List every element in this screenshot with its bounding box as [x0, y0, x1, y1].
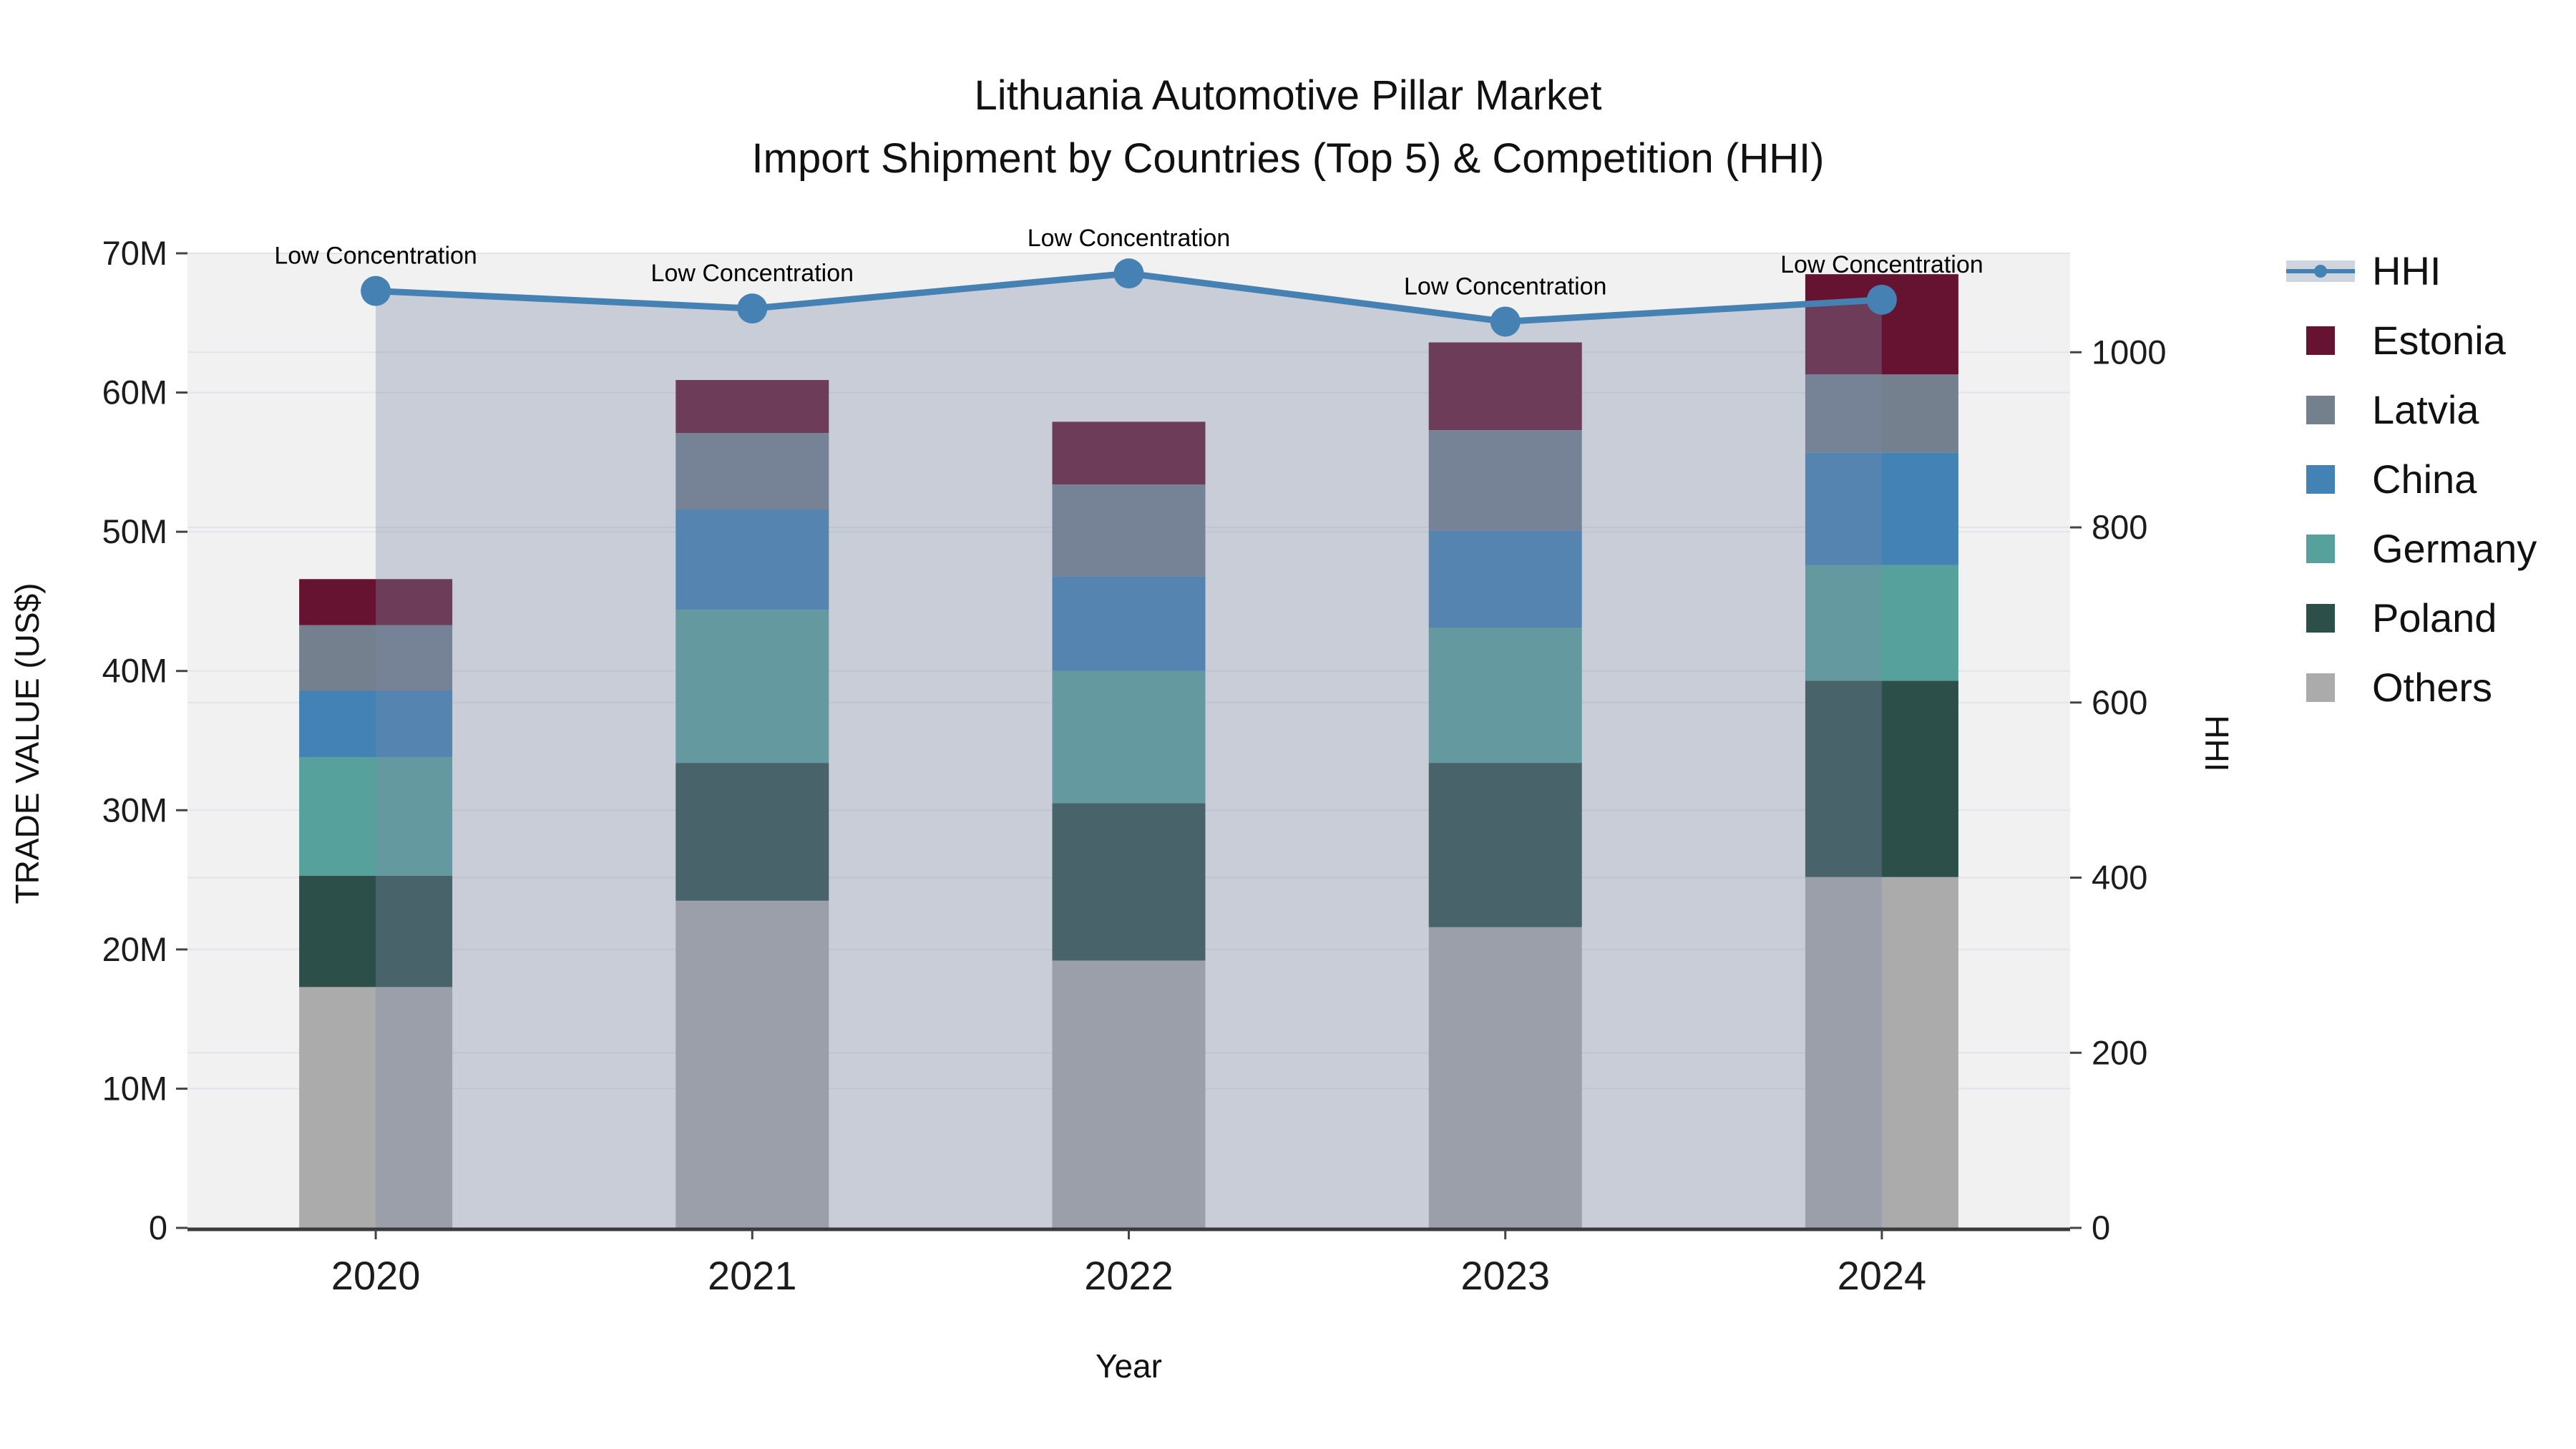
germany-swatch-icon — [2306, 534, 2335, 563]
hhi-line-swatch-icon — [2286, 260, 2355, 282]
bar-segment-2020-germany[interactable] — [299, 757, 453, 876]
china-swatch-icon — [2306, 464, 2335, 494]
legend-item-others[interactable]: Others — [2286, 653, 2537, 722]
y-right-tick-label: 600 — [2092, 683, 2147, 721]
y-left-tick-label: 50M — [102, 512, 167, 550]
y-left-tick-label: 20M — [102, 930, 167, 968]
bar-segment-2020-others[interactable] — [299, 987, 453, 1228]
bar-segment-2020-latvia[interactable] — [299, 625, 453, 691]
y-left-tick-label: 40M — [102, 652, 167, 690]
legend-icon-others — [2286, 673, 2355, 702]
y-left-tick-label: 0 — [149, 1209, 167, 1246]
bar-segment-2021-estonia[interactable] — [675, 380, 829, 433]
annotation-low-concentration: Low Concentration — [274, 243, 477, 270]
bar-segment-2022-latvia[interactable] — [1052, 484, 1206, 577]
legend-label-latvia: Latvia — [2372, 387, 2479, 432]
legend-label-others: Others — [2372, 665, 2493, 710]
legend-icon-china — [2286, 464, 2355, 494]
x-tick-label-2024: 2024 — [1838, 1253, 1927, 1298]
legend-icon-latvia — [2286, 395, 2355, 424]
bar-segment-2023-others[interactable] — [1428, 927, 1582, 1228]
y-right-tick-label: 0 — [2092, 1209, 2110, 1246]
y-right-tick-label: 1000 — [2092, 333, 2167, 371]
x-tick-label-2022: 2022 — [1084, 1253, 1174, 1298]
bar-segment-2024-germany[interactable] — [1805, 565, 1958, 681]
bar-segment-2022-china[interactable] — [1052, 576, 1206, 671]
poland-swatch-icon — [2306, 603, 2335, 633]
legend-item-hhi[interactable]: HHI — [2286, 236, 2537, 306]
legend-item-latvia[interactable]: Latvia — [2286, 375, 2537, 444]
bar-segment-2023-china[interactable] — [1428, 530, 1582, 628]
latvia-swatch-icon — [2306, 395, 2335, 424]
y-left-tick-label: 70M — [102, 234, 167, 272]
bar-segment-2023-estonia[interactable] — [1428, 342, 1582, 431]
legend-item-germany[interactable]: Germany — [2286, 514, 2537, 583]
x-tick-label-2020: 2020 — [331, 1253, 421, 1298]
bar-segment-2022-estonia[interactable] — [1052, 421, 1206, 484]
hhi-marker-2022[interactable] — [1113, 258, 1144, 289]
y-left-tick-label: 60M — [102, 374, 167, 411]
chart-title-line2: Import Shipment by Countries (Top 5) & C… — [751, 135, 1825, 182]
annotation-low-concentration: Low Concentration — [1028, 225, 1231, 252]
bar-segment-2020-estonia[interactable] — [299, 579, 453, 625]
x-axis-title: Year — [1096, 1347, 1162, 1385]
legend-label-china: China — [2372, 457, 2477, 502]
y-axis-title-right: HHI — [2198, 715, 2235, 772]
bar-segment-2020-poland[interactable] — [299, 875, 453, 987]
others-swatch-icon — [2306, 673, 2335, 702]
hhi-marker-2023[interactable] — [1490, 306, 1521, 337]
bar-segment-2024-others[interactable] — [1805, 877, 1958, 1228]
bar-segment-2023-latvia[interactable] — [1428, 430, 1582, 531]
legend-icon-germany — [2286, 534, 2355, 563]
y-right-tick-label: 400 — [2092, 859, 2147, 897]
bar-segment-2020-china[interactable] — [299, 690, 453, 758]
legend-icon-hhi — [2286, 260, 2355, 282]
bar-segment-2021-germany[interactable] — [675, 610, 829, 763]
annotation-low-concentration: Low Concentration — [1404, 273, 1607, 300]
legend-label-germany: Germany — [2372, 526, 2537, 571]
legend-item-estonia[interactable]: Estonia — [2286, 306, 2537, 375]
x-tick-label-2023: 2023 — [1460, 1253, 1550, 1298]
hhi-area-fill — [376, 273, 1882, 1229]
y-left-tick-label: 10M — [102, 1069, 167, 1107]
legend: HHI Estonia Latvia China Germany Poland Others — [2286, 236, 2537, 722]
x-tick-label-2021: 2021 — [708, 1253, 797, 1298]
legend-icon-estonia — [2286, 326, 2355, 355]
bar-segment-2024-poland[interactable] — [1805, 680, 1958, 877]
y-right-tick-label: 800 — [2092, 508, 2147, 546]
legend-item-poland[interactable]: Poland — [2286, 583, 2537, 653]
y-axis-title-left: TRADE VALUE (US$) — [9, 582, 46, 904]
legend-icon-poland — [2286, 603, 2355, 633]
bar-segment-2021-poland[interactable] — [675, 763, 829, 901]
y-left-tick-label: 30M — [102, 791, 167, 829]
bar-segment-2022-germany[interactable] — [1052, 670, 1206, 804]
bar-segment-2024-latvia[interactable] — [1805, 374, 1958, 453]
legend-label-hhi: HHI — [2372, 248, 2441, 293]
bar-segment-2023-poland[interactable] — [1428, 763, 1582, 927]
chart-title-line1: Lithuania Automotive Pillar Market — [974, 72, 1602, 119]
annotation-low-concentration: Low Concentration — [1780, 251, 1984, 278]
hhi-marker-2021[interactable] — [737, 293, 768, 324]
bar-segment-2021-others[interactable] — [675, 900, 829, 1228]
hhi-marker-2020[interactable] — [361, 275, 391, 306]
legend-item-china[interactable]: China — [2286, 444, 2537, 514]
hhi-marker-2024[interactable] — [1866, 284, 1897, 315]
bar-segment-2022-poland[interactable] — [1052, 803, 1206, 961]
legend-label-estonia: Estonia — [2372, 318, 2506, 363]
estonia-swatch-icon — [2306, 326, 2335, 355]
legend-label-poland: Poland — [2372, 595, 2497, 640]
bar-segment-2022-others[interactable] — [1052, 960, 1206, 1228]
bar-segment-2021-latvia[interactable] — [675, 432, 829, 510]
y-right-tick-label: 200 — [2092, 1033, 2147, 1071]
bar-segment-2021-china[interactable] — [675, 509, 829, 610]
bar-segment-2023-germany[interactable] — [1428, 628, 1582, 763]
bar-segment-2024-china[interactable] — [1805, 452, 1958, 565]
annotation-low-concentration: Low Concentration — [651, 260, 854, 287]
